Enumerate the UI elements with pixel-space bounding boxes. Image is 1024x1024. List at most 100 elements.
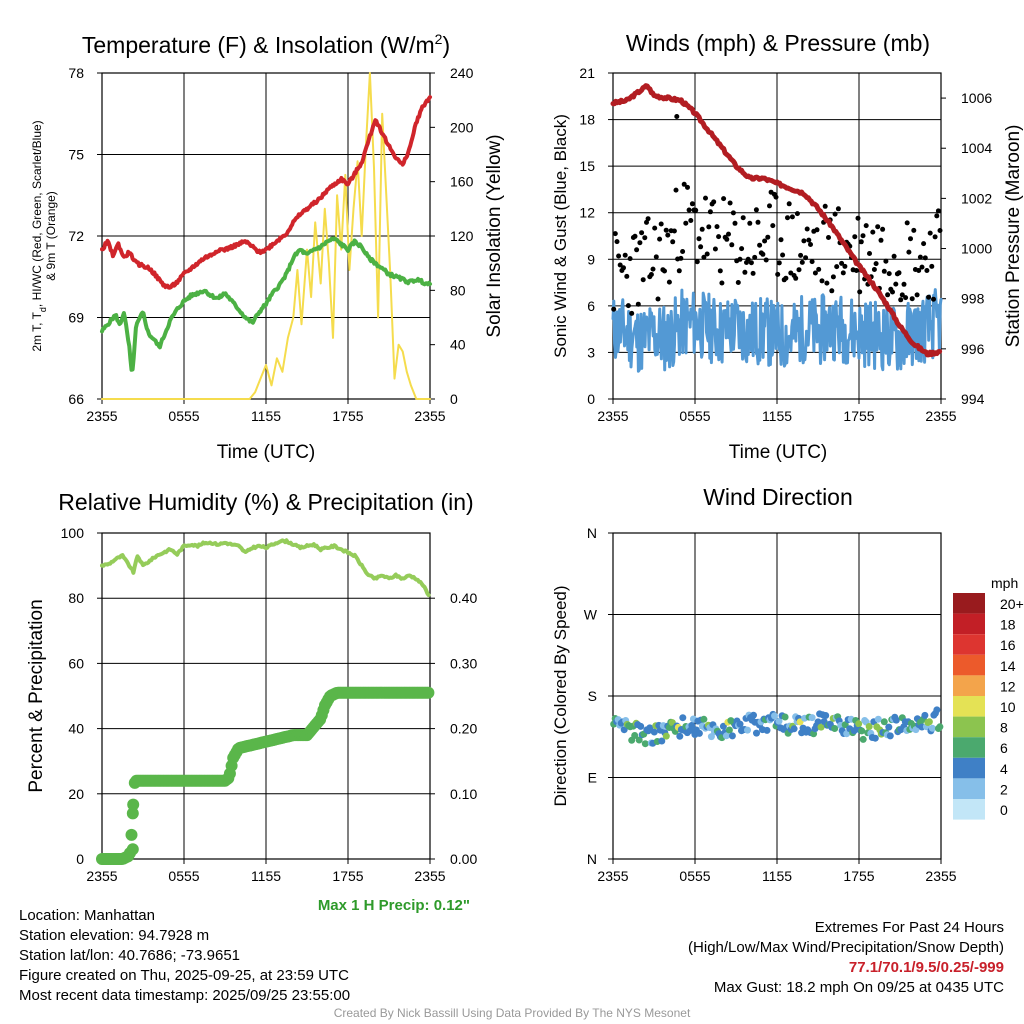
extremes-values: 77.1/70.1/9.5/0.25/-999 <box>848 959 1004 976</box>
gust-point <box>824 280 830 286</box>
gust-point <box>622 252 628 258</box>
gust-point <box>830 274 836 280</box>
direction-point <box>814 718 822 726</box>
gust-point <box>909 296 915 302</box>
gust-point <box>742 269 748 275</box>
gust-point <box>891 253 897 259</box>
gust-point <box>657 236 663 242</box>
gust-point <box>662 268 667 274</box>
legend-swatch <box>953 675 985 696</box>
gust-point <box>747 220 753 226</box>
wind-ytick-label: 3 <box>587 344 595 360</box>
temp-ytick-label: 78 <box>68 65 84 81</box>
gust-point <box>699 226 705 232</box>
gust-point <box>635 301 641 307</box>
gust-point <box>883 258 889 264</box>
extremes-subtitle: (High/Low/Max Wind/Precipitation/Snow De… <box>688 939 1004 956</box>
gust-point <box>783 275 789 281</box>
gust-point <box>934 213 940 219</box>
gust-point <box>898 297 904 303</box>
direction-point <box>936 723 944 731</box>
gust-point <box>775 271 781 277</box>
gust-point <box>685 184 690 190</box>
temp-title-main: Temperature (F) & Insolation (W/m <box>82 32 435 58</box>
direction-point <box>753 729 760 737</box>
direction-point <box>858 727 866 735</box>
gust-point <box>911 227 917 233</box>
wind-title: Winds (mph) & Pressure (mb) <box>626 30 930 56</box>
gust-point <box>914 292 920 298</box>
gust-point <box>698 244 704 250</box>
gust-point <box>688 218 694 223</box>
gust-point <box>625 303 631 309</box>
gust-point <box>765 234 771 240</box>
gust-point <box>683 220 689 226</box>
dew-point-line <box>100 236 432 372</box>
gust-point <box>721 196 727 202</box>
gust-point <box>803 255 809 261</box>
gust-point <box>826 235 831 240</box>
direction-point <box>771 712 778 720</box>
legend-label: 12 <box>1000 678 1016 694</box>
gust-point <box>712 246 718 252</box>
gust-point <box>757 242 763 248</box>
extremes-title: Extremes For Past 24 Hours <box>814 919 1004 936</box>
legend-swatch <box>953 696 985 717</box>
temp-panel-xtick-label: 1155 <box>251 408 281 424</box>
dir-ytick-label: W <box>584 607 598 623</box>
temp-title: Temperature (F) & Insolation (W/m2) <box>82 31 450 58</box>
legend-swatch <box>953 778 985 799</box>
gust-point <box>693 207 699 213</box>
created-text: Figure created on Thu, 2025-09-25, at 23… <box>19 967 349 984</box>
gust-point <box>852 234 858 240</box>
direction-point <box>928 724 936 732</box>
rh-ytick-label: 60 <box>68 655 84 671</box>
gust-point <box>767 203 772 209</box>
temperature-line <box>100 95 432 290</box>
gust-point <box>719 280 725 286</box>
direction-point <box>817 723 825 731</box>
gust-point <box>729 242 735 248</box>
direction-point <box>775 717 783 725</box>
rh-ytick-label: 80 <box>68 590 84 606</box>
rh-panel-xtick-label: 2355 <box>86 868 117 884</box>
gust-point <box>806 237 812 243</box>
legend-swatch <box>953 654 985 676</box>
direction-point <box>641 740 649 748</box>
wind-panel-xtick-label: 2355 <box>597 408 628 424</box>
precip-point <box>127 798 140 811</box>
temp-ytick-label: 72 <box>68 228 84 244</box>
gust-point <box>648 272 654 277</box>
sonic-wind-line <box>611 288 943 373</box>
direction-point <box>925 718 933 726</box>
legend-label: 14 <box>1000 658 1016 674</box>
rh-panel-xtick-label: 1155 <box>251 868 281 884</box>
gust-point <box>680 249 686 254</box>
gust-point <box>880 226 886 232</box>
gust-point <box>842 263 848 269</box>
gust-point <box>804 226 810 232</box>
temp-panel-group: 2355 0555 1155 1755 235566697275780408012016… <box>30 31 505 463</box>
direction-point <box>750 711 757 719</box>
gust-point <box>785 215 790 221</box>
direction-point <box>921 711 929 719</box>
station-pressure-line <box>610 83 943 358</box>
gust-point <box>724 236 730 242</box>
direction-point <box>676 732 684 740</box>
gust-point <box>760 251 766 257</box>
rh-y2tick-label: 0.00 <box>450 851 477 867</box>
gust-point <box>653 254 659 260</box>
wind-xlabel: Time (UTC) <box>729 442 828 463</box>
gust-point <box>739 246 745 252</box>
gust-point <box>716 234 722 240</box>
gust-point <box>840 270 846 276</box>
gust-point <box>714 224 720 230</box>
temp-title-sup: 2 <box>435 31 443 47</box>
direction-point <box>679 714 687 722</box>
gust-point <box>858 239 864 245</box>
precip-point <box>126 843 139 856</box>
gust-point <box>893 281 899 287</box>
temp-panel-xtick-label: 1755 <box>332 408 363 424</box>
rh-panel-group: 2355 0555 1155 1755 23550204060801000.000.10… <box>26 489 477 914</box>
